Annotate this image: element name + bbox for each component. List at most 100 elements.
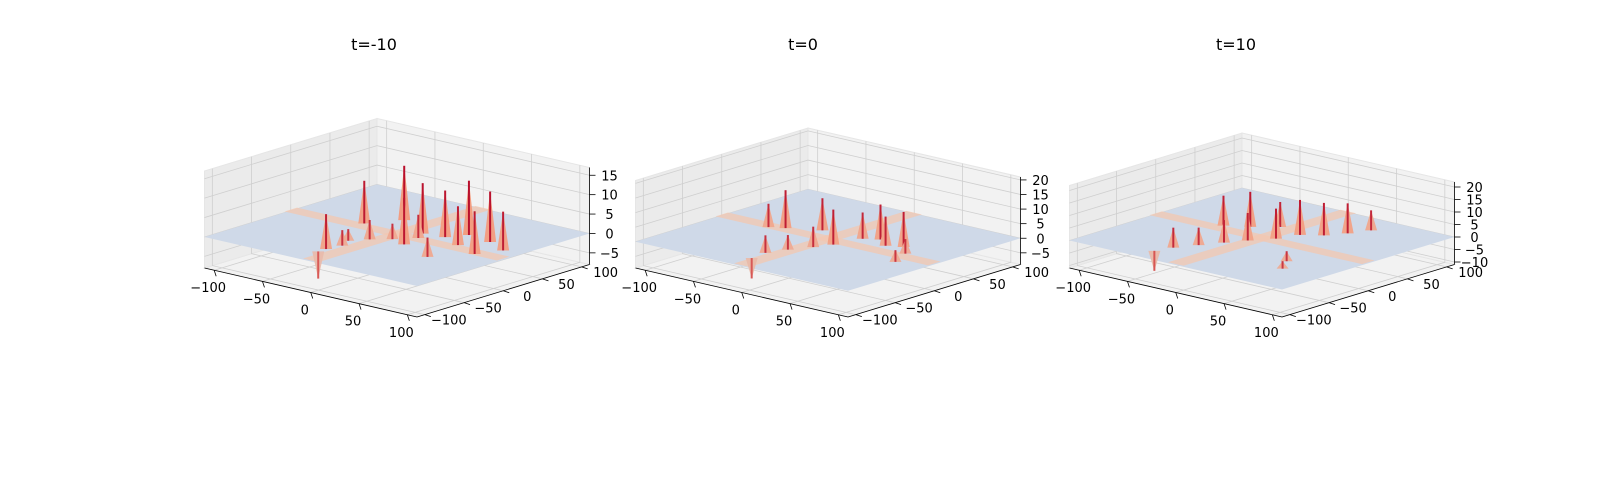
ridge-band	[734, 210, 922, 267]
y-tick-label: 50	[989, 278, 1006, 293]
z-gridline	[635, 159, 1021, 213]
z-tick-label: −10	[1461, 256, 1488, 271]
z-gridline	[1069, 150, 1455, 204]
z-gridline	[1069, 162, 1455, 216]
z-tick-label: 0	[1036, 232, 1044, 247]
subplot-title: t=0	[788, 35, 818, 54]
y-tick-label: 100	[1024, 266, 1049, 281]
x-gridline	[407, 165, 581, 316]
y-tick	[503, 290, 510, 294]
y-tick	[424, 314, 431, 317]
y-gridline	[642, 178, 856, 316]
y-tick	[1368, 290, 1375, 294]
x-tick	[1271, 314, 1275, 321]
y-tick-label: 100	[1458, 266, 1483, 281]
y-tick	[1328, 302, 1336, 306]
x-tick-label: −50	[674, 292, 701, 307]
y-gridline	[251, 156, 465, 304]
z-gridline	[1069, 175, 1455, 229]
y-tick	[542, 278, 549, 282]
z-tick-label: 5	[1470, 219, 1478, 234]
z-gridline	[635, 145, 1021, 199]
x-tick-label: 100	[389, 326, 414, 341]
x-tick	[406, 314, 410, 321]
y-tick	[855, 314, 862, 317]
y-tick	[1446, 266, 1453, 270]
z-tick-label: 15	[1466, 194, 1483, 209]
x-gridline	[1272, 179, 1446, 316]
x-tick	[1127, 281, 1130, 288]
z-tick-label: 0	[1470, 231, 1478, 246]
z-gridline	[1069, 137, 1455, 191]
y-tick	[894, 302, 902, 306]
y-tick	[934, 290, 941, 294]
y-tick-label: −50	[474, 302, 501, 317]
z-gridline	[204, 164, 590, 218]
x-tick	[693, 281, 696, 288]
y-tick	[463, 302, 471, 306]
y-tick-label: −100	[431, 314, 467, 329]
y-tick	[1012, 266, 1019, 270]
x-tick-label: 50	[776, 315, 793, 330]
y-tick-label: 0	[954, 290, 962, 305]
z-tick-label: 10	[1466, 206, 1483, 221]
z-tick-label: 10	[1032, 203, 1049, 218]
x-tick-label: −100	[1055, 281, 1091, 296]
x-tick-label: −100	[621, 281, 657, 296]
x-tick	[837, 314, 841, 321]
x-tick	[644, 270, 648, 277]
y-gridline	[682, 166, 896, 304]
x-tick	[262, 281, 265, 288]
y-tick-label: 0	[523, 290, 531, 305]
x-gridline	[838, 174, 1012, 316]
y-tick-label: −100	[862, 314, 898, 329]
x-gridline	[358, 154, 532, 305]
x-tick-label: 0	[732, 304, 740, 319]
z-tick-label: 5	[605, 208, 613, 223]
subplot-title: t=10	[1216, 35, 1256, 54]
x-tick	[310, 292, 314, 299]
z-tick-label: 0	[605, 227, 613, 242]
y-gridline	[211, 168, 425, 316]
z-gridline	[204, 145, 590, 199]
x-tick	[1223, 303, 1227, 310]
x-tick	[358, 303, 362, 310]
x-tick-label: −100	[190, 281, 226, 296]
z-tick-label: 15	[601, 169, 618, 184]
x-tick-label: 50	[1210, 315, 1227, 330]
z-tick-label: 10	[601, 189, 618, 204]
z-tick-label: 5	[1036, 218, 1044, 233]
y-tick	[973, 278, 980, 282]
ridge-band	[1168, 209, 1356, 266]
x-tick-label: 100	[1254, 326, 1279, 341]
y-tick-label: 0	[1388, 290, 1396, 305]
x-tick	[1175, 292, 1179, 299]
subplot-3: −100−50050100−100−50050100−10−505101520t…	[1055, 35, 1488, 341]
z-tick-label: 20	[1032, 174, 1049, 189]
y-tick	[581, 266, 588, 270]
y-tick-label: 50	[558, 278, 575, 293]
x-tick-label: −50	[243, 292, 270, 307]
y-tick-label: −50	[905, 302, 932, 317]
x-tick	[1078, 270, 1082, 277]
y-tick-label: 50	[1423, 278, 1440, 293]
subplot-title: t=-10	[351, 35, 397, 54]
x-tick-label: 50	[345, 315, 362, 330]
y-gridline	[1076, 183, 1290, 316]
z-tick-label: −5	[1465, 244, 1484, 259]
y-tick-label: 100	[593, 266, 618, 281]
x-tick-label: 0	[301, 304, 309, 319]
y-tick	[1289, 314, 1296, 317]
z-gridline	[635, 174, 1021, 228]
z-tick-label: 15	[1032, 189, 1049, 204]
z-gridline	[635, 130, 1021, 184]
x-tick	[213, 270, 217, 277]
z-tick-label: −5	[600, 247, 619, 262]
z-tick-label: −5	[1031, 247, 1050, 262]
y-tick-label: −50	[1339, 302, 1366, 317]
x-tick-label: 100	[820, 326, 845, 341]
x-tick-label: −50	[1108, 292, 1135, 307]
